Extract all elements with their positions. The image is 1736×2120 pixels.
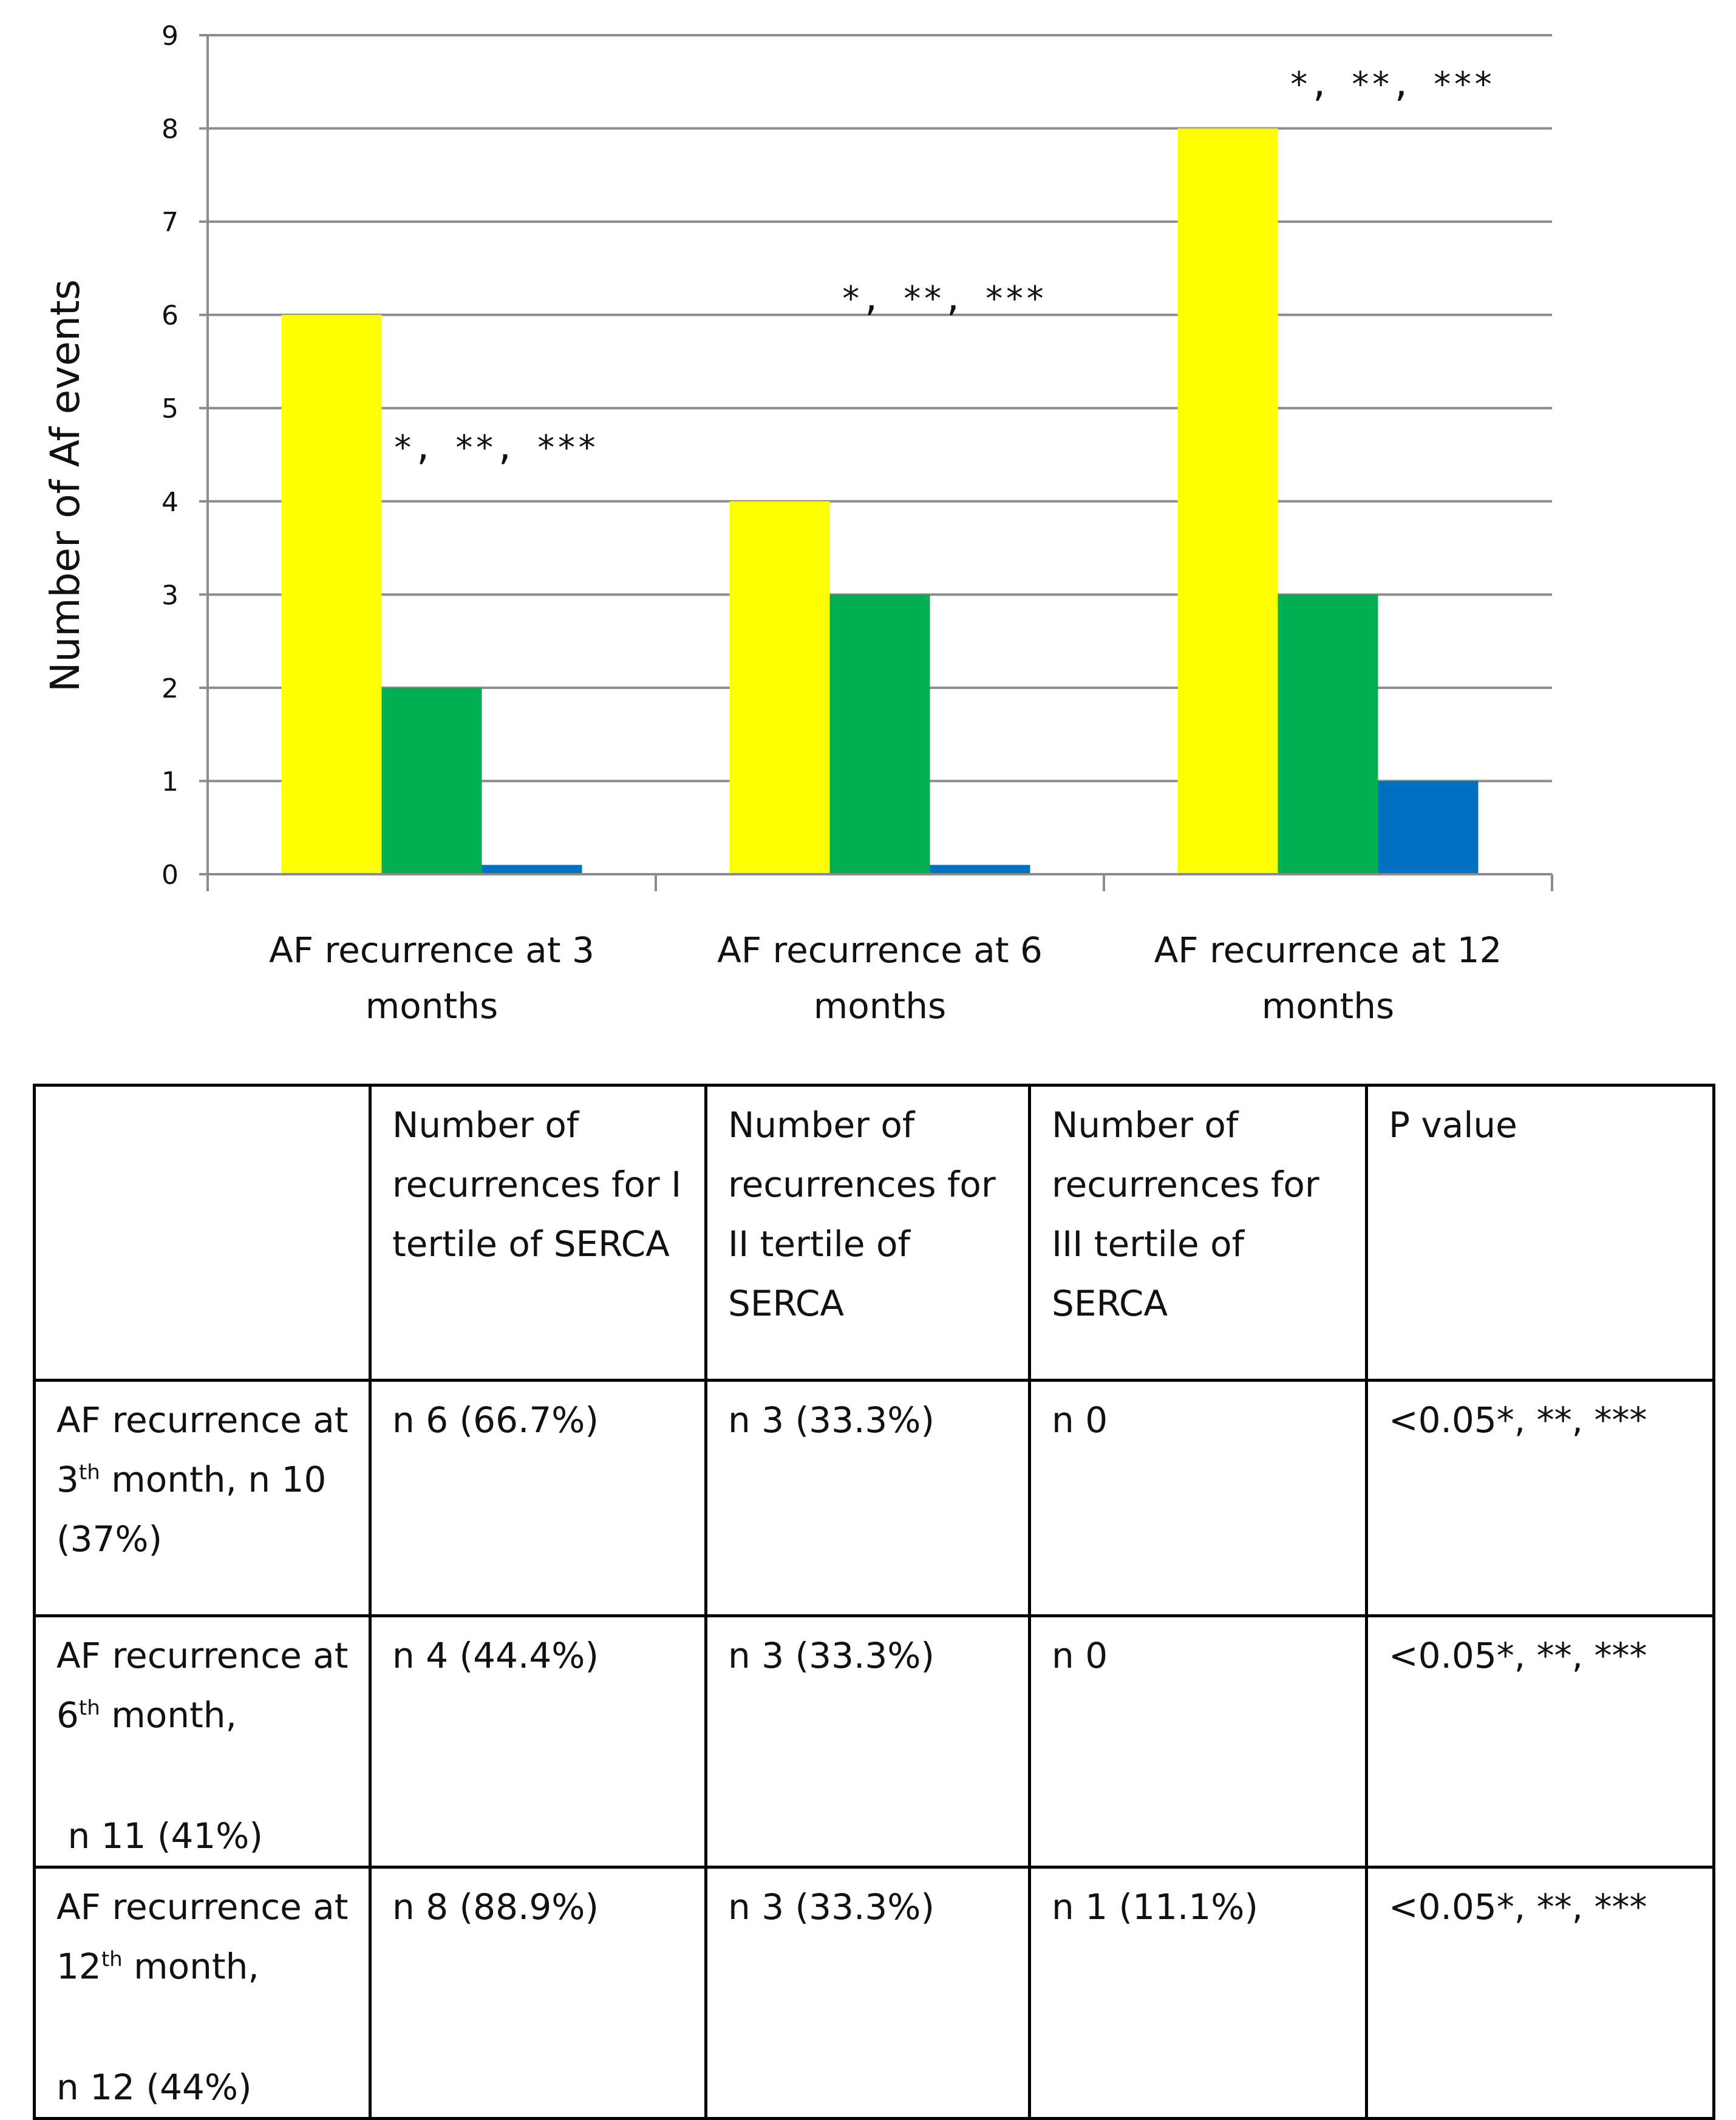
significance-annotation: *, **, ***	[392, 429, 597, 468]
x-category-label: months	[1262, 985, 1394, 1027]
axes	[199, 34, 1553, 891]
y-tick-label: 7	[162, 207, 179, 238]
labels: 0 1 2 3 4 5 6 7 8 9 AF recurrence at 3 months *, **,…	[162, 21, 1502, 1027]
table-row: AF recurrence at 6th month, n 11 (41%) n…	[33, 1614, 1715, 1869]
row-label-month: 3	[56, 1459, 79, 1500]
cell-p-value: <0.05*, **, ***	[1365, 1379, 1715, 1617]
row-label-sup: th	[78, 1460, 100, 1485]
bar-tertile-2	[1278, 594, 1378, 874]
table-header-row: Number of recurrences for I tertile of S…	[33, 1084, 1715, 1382]
y-tick-label: 2	[162, 673, 179, 704]
cell-p-value: <0.05*, **, ***	[1365, 1866, 1715, 2120]
cell-tertile-1: n 6 (66.7%)	[369, 1379, 707, 1617]
row-label-cell: AF recurrence at 6th month, n 11 (41%)	[33, 1614, 372, 1869]
cell-tertile-3: n 1 (11.1%)	[1028, 1866, 1368, 2120]
row-label-cell: AF recurrence at 12th month, n 12 (44%)	[33, 1866, 372, 2120]
header-cell-tertile-3: Number of recurrences for III tertile of…	[1028, 1084, 1368, 1382]
bars	[281, 128, 1479, 875]
row-label-sup: th	[78, 1696, 100, 1721]
x-category-label: AF recurrence at 6	[717, 929, 1043, 971]
row-label-line2: month, n 10	[100, 1459, 327, 1500]
row-label-line3: n 11 (41%)	[67, 1815, 264, 1857]
bar-tertile-1	[281, 314, 382, 874]
cell-tertile-2: n 3 (33.3%)	[704, 1866, 1031, 2120]
row-label-line1: AF recurrence at	[56, 1635, 349, 1676]
recurrence-table: Number of recurrences for I tertile of S…	[33, 1084, 1715, 2120]
y-axis-label: Number of Af events	[42, 279, 89, 692]
x-category-label: months	[366, 985, 498, 1027]
row-label-line3: (37%)	[56, 1518, 163, 1560]
significance-annotation: *, **, ***	[1288, 65, 1493, 104]
significance-annotation: *, **, ***	[840, 279, 1045, 319]
cell-tertile-2: n 3 (33.3%)	[704, 1379, 1031, 1617]
x-category-label: months	[814, 985, 946, 1027]
cell-p-value: <0.05*, **, ***	[1365, 1614, 1715, 1869]
header-cell-tertile-1: Number of recurrences for I tertile of S…	[369, 1084, 707, 1382]
row-label-line3: n 12 (44%)	[56, 2067, 252, 2108]
x-category-label: AF recurrence at 12	[1154, 929, 1502, 971]
y-tick-label: 5	[162, 393, 179, 424]
bar-tertile-3	[482, 865, 582, 874]
cell-tertile-1: n 8 (88.9%)	[369, 1866, 707, 2120]
header-cell-tertile-2: Number of recurrences for II tertile of …	[704, 1084, 1031, 1382]
cell-tertile-1: n 4 (44.4%)	[369, 1614, 707, 1869]
row-label-line1: AF recurrence at	[56, 1886, 349, 1928]
bar-tertile-3	[930, 865, 1030, 874]
y-tick-label: 4	[162, 487, 179, 518]
y-tick-label: 0	[162, 860, 179, 891]
header-cell-empty	[33, 1084, 372, 1382]
table-row: AF recurrence at 12th month, n 12 (44%) …	[33, 1866, 1715, 2120]
y-tick-label: 8	[162, 114, 179, 145]
cell-tertile-3: n 0	[1028, 1614, 1368, 1869]
y-tick-label: 9	[162, 21, 179, 52]
bar-tertile-1	[729, 501, 830, 874]
table-row: AF recurrence at 3th month, n 10 (37%) n…	[33, 1379, 1715, 1617]
y-tick-label: 1	[162, 766, 179, 797]
bar-tertile-2	[829, 594, 930, 874]
header-cell-p-value: P value	[1365, 1084, 1715, 1382]
y-tick-label: 6	[162, 301, 179, 331]
row-label-line2: month,	[100, 1694, 237, 1736]
row-label-month: 12	[56, 1946, 101, 1987]
x-category-label: AF recurrence at 3	[269, 929, 594, 971]
cell-tertile-2: n 3 (33.3%)	[704, 1614, 1031, 1869]
bar-tertile-3	[1378, 781, 1479, 874]
bar-chart: 0 1 2 3 4 5 6 7 8 9 AF recurrence at 3 months *, **,…	[42, 21, 1553, 1027]
y-tick-label: 3	[162, 580, 179, 611]
row-label-cell: AF recurrence at 3th month, n 10 (37%)	[33, 1379, 372, 1617]
bar-tertile-1	[1177, 128, 1278, 875]
cell-tertile-3: n 0	[1028, 1379, 1368, 1617]
row-label-month: 6	[56, 1694, 79, 1736]
row-label-sup: th	[101, 1947, 123, 1972]
row-label-line1: AF recurrence at	[56, 1399, 349, 1441]
row-label-line2: month,	[122, 1946, 259, 1987]
bar-tertile-2	[381, 687, 482, 874]
